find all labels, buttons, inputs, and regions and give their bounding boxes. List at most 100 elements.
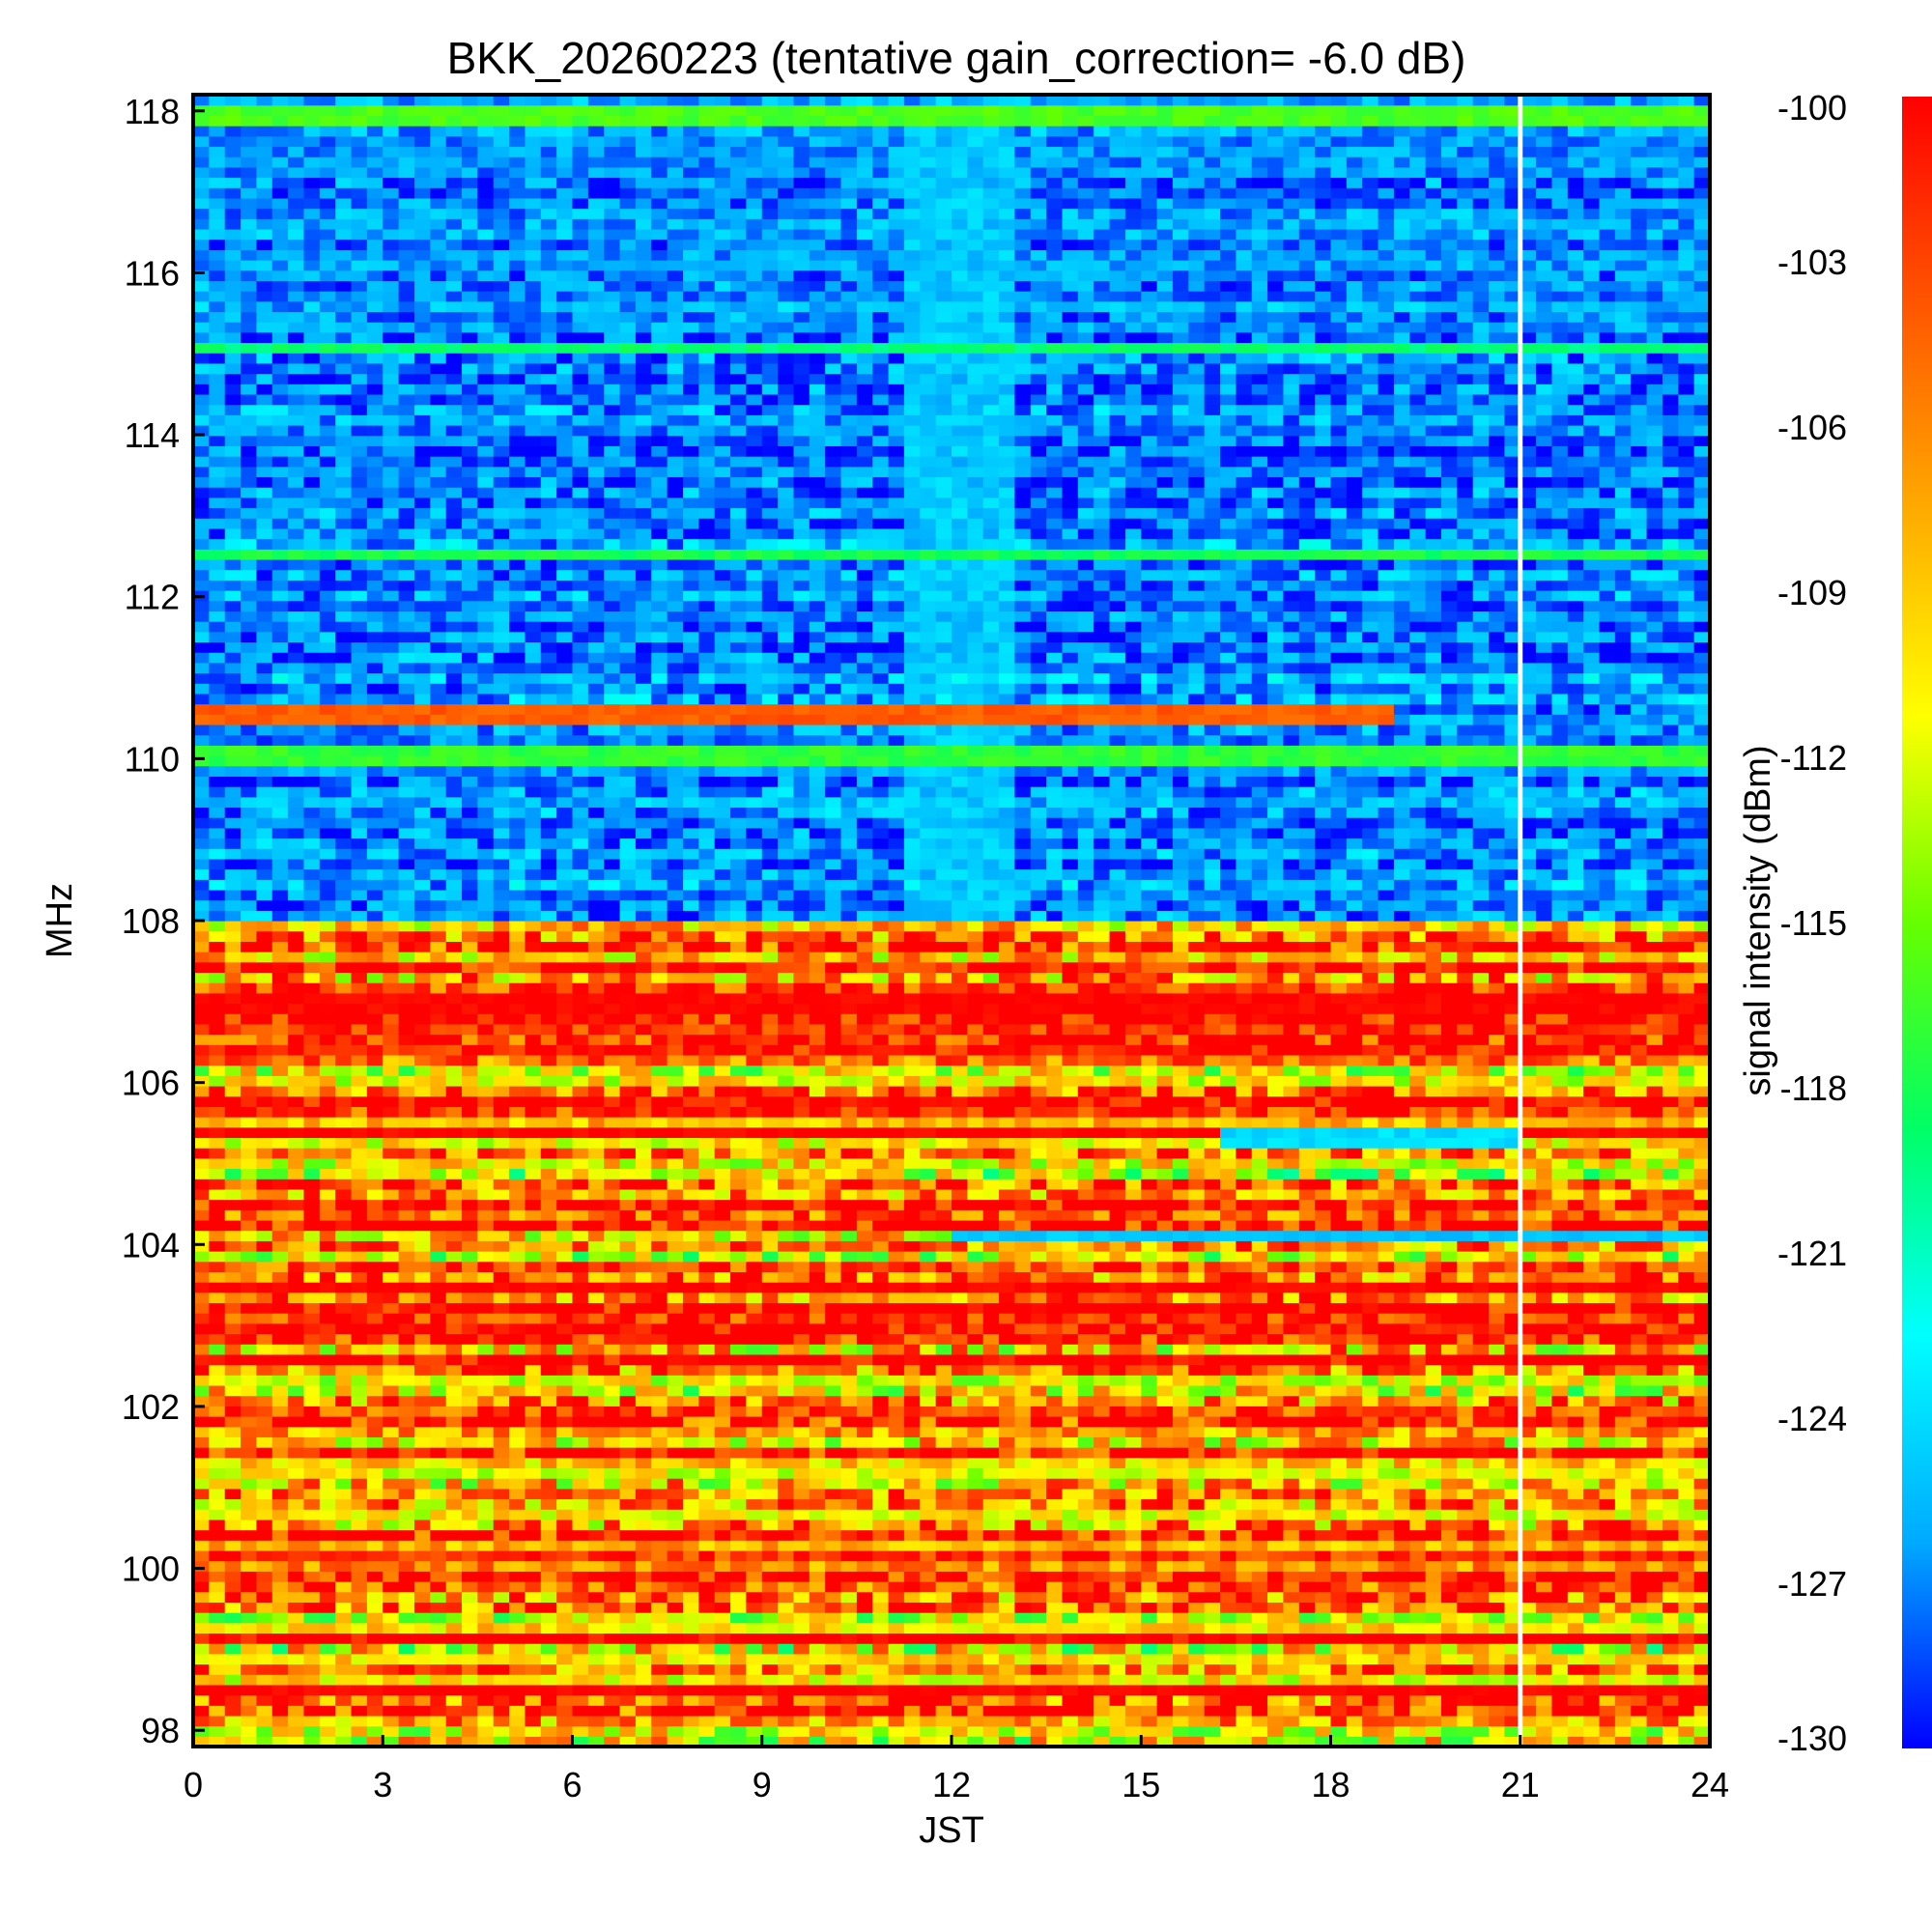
heatmap-cell (1393, 1333, 1410, 1345)
heatmap-cell (793, 1467, 810, 1479)
heatmap-cell (303, 1436, 321, 1448)
heatmap-cell (209, 1725, 226, 1737)
heatmap-cell (1378, 1498, 1395, 1510)
heatmap-cell (920, 1663, 937, 1675)
heatmap-cell (319, 1406, 336, 1417)
heatmap-cell (730, 1292, 747, 1304)
heatmap-cell (1062, 1219, 1079, 1232)
heatmap-cell (509, 1694, 526, 1706)
heatmap-cell (288, 1540, 305, 1551)
heatmap-cell (1378, 1643, 1395, 1655)
heatmap-cell (778, 1736, 795, 1747)
heatmap-cell (635, 1694, 652, 1706)
heatmap-cell (1393, 1571, 1410, 1582)
heatmap-cell (1646, 1313, 1663, 1324)
heatmap-cell (1614, 1322, 1632, 1335)
heatmap-cell (730, 1313, 747, 1324)
heatmap-cell (967, 1353, 984, 1366)
heatmap-cell (1504, 1292, 1521, 1304)
heatmap-cell (462, 1663, 478, 1675)
heatmap-cell (746, 1322, 763, 1335)
heatmap-cell (572, 1725, 589, 1737)
heatmap-cell (1236, 1467, 1253, 1479)
heatmap-cell (809, 1736, 826, 1747)
heatmap-cell (761, 1509, 779, 1520)
heatmap-cell (888, 1612, 905, 1624)
heatmap-cell (1014, 1416, 1032, 1428)
heatmap-cell (587, 1219, 605, 1232)
heatmap-cell (1346, 1509, 1363, 1520)
heatmap-cell (271, 1457, 289, 1469)
heatmap-cell (319, 1251, 336, 1263)
heatmap-cell (761, 1436, 779, 1448)
heatmap-cell (1204, 1322, 1221, 1335)
heatmap-cell (1236, 1725, 1253, 1737)
heatmap-cell (1267, 1467, 1285, 1479)
heatmap-cell (1220, 1209, 1236, 1221)
heatmap-cell (903, 1529, 921, 1541)
heatmap-cell (509, 1313, 526, 1324)
heatmap-cell (383, 1591, 400, 1603)
heatmap-cell (509, 1653, 526, 1665)
heatmap-cell (1283, 1384, 1300, 1397)
heatmap-cell (398, 1313, 415, 1324)
heatmap-cell (288, 1736, 305, 1747)
heatmap-cell (619, 1333, 637, 1345)
heatmap-cell (1599, 1488, 1616, 1500)
heatmap-cell (556, 1344, 574, 1355)
heatmap-cell (319, 1313, 336, 1324)
heatmap-cell (619, 1436, 637, 1448)
heatmap-cell (952, 1612, 968, 1624)
heatmap-cell (1504, 1488, 1521, 1500)
heatmap-cell (714, 1612, 731, 1624)
heatmap-cell (1378, 1560, 1395, 1572)
heatmap-cell (1504, 1684, 1521, 1696)
heatmap-cell (1014, 1436, 1032, 1448)
heatmap-cell (1298, 1560, 1316, 1572)
heatmap-cell (1094, 1436, 1111, 1448)
heatmap-cell (462, 1344, 478, 1355)
heatmap-cell (1646, 1705, 1663, 1717)
heatmap-cell (1172, 1622, 1189, 1634)
heatmap-cell (1440, 1694, 1458, 1706)
heatmap-cell (1536, 1674, 1553, 1686)
heatmap-cell (1251, 1653, 1268, 1665)
heatmap-cell (1662, 1322, 1679, 1335)
heatmap-cell (1693, 1364, 1710, 1376)
heatmap-cell (651, 1416, 668, 1428)
heatmap-cell (1251, 1395, 1268, 1406)
heatmap-cell (556, 1447, 574, 1459)
heatmap-cell (1504, 1271, 1521, 1283)
heatmap-cell (872, 1725, 890, 1737)
heatmap-cell (256, 1230, 273, 1241)
heatmap-cell (1631, 1240, 1648, 1252)
heatmap-cell (619, 1529, 637, 1541)
heatmap-cell (1646, 1230, 1663, 1241)
heatmap-cell (825, 1251, 842, 1263)
heatmap-cell (303, 1581, 321, 1593)
heatmap-cell (1124, 1602, 1142, 1613)
heatmap-cell (1283, 1633, 1300, 1644)
heatmap-cell (619, 1540, 637, 1551)
heatmap-cell (271, 1322, 289, 1335)
heatmap-cell (224, 1302, 242, 1314)
heatmap-cell (1204, 1384, 1221, 1397)
heatmap-cell (193, 1447, 210, 1459)
heatmap-cell (1551, 1529, 1569, 1541)
heatmap-cell (303, 1282, 321, 1293)
heatmap-cell (1646, 1375, 1663, 1386)
heatmap-cell (445, 1292, 463, 1304)
heatmap-cell (1315, 1322, 1332, 1335)
heatmap-cell (1204, 1209, 1221, 1221)
heatmap-cell (1077, 1560, 1094, 1572)
heatmap-cell (1330, 1529, 1348, 1541)
heatmap-cell (1583, 1344, 1601, 1355)
heatmap-cell (493, 1322, 510, 1335)
heatmap-cell (1520, 1612, 1537, 1624)
heatmap-cell (1315, 1406, 1332, 1417)
heatmap-cell (1346, 1643, 1363, 1655)
heatmap-cell (430, 1271, 447, 1283)
heatmap-cell (1330, 1571, 1348, 1582)
heatmap-cell (1614, 1694, 1632, 1706)
heatmap-cell (982, 1384, 1000, 1397)
